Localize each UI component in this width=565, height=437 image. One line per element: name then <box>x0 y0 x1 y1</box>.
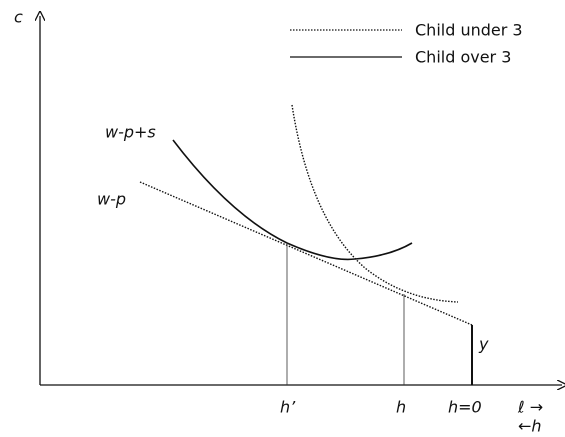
x-axis-label: ℓ → <box>517 398 543 417</box>
point-label: h <box>396 398 406 417</box>
x-axis-label: ←h <box>518 417 542 436</box>
y-axis-label: c <box>14 8 23 27</box>
legend-label: Child under 3 <box>415 21 523 40</box>
legend-label: Child over 3 <box>415 48 511 67</box>
budget-line <box>139 181 473 326</box>
indifference-curve-under-3 <box>291 104 459 303</box>
point-label: y <box>478 335 489 354</box>
point-label: h=0 <box>448 398 482 417</box>
line-label: w-p <box>97 190 126 209</box>
indifference-curve-over-3 <box>172 139 413 261</box>
line-label: w-p+s <box>105 123 156 142</box>
point-label: h’ <box>280 398 296 417</box>
